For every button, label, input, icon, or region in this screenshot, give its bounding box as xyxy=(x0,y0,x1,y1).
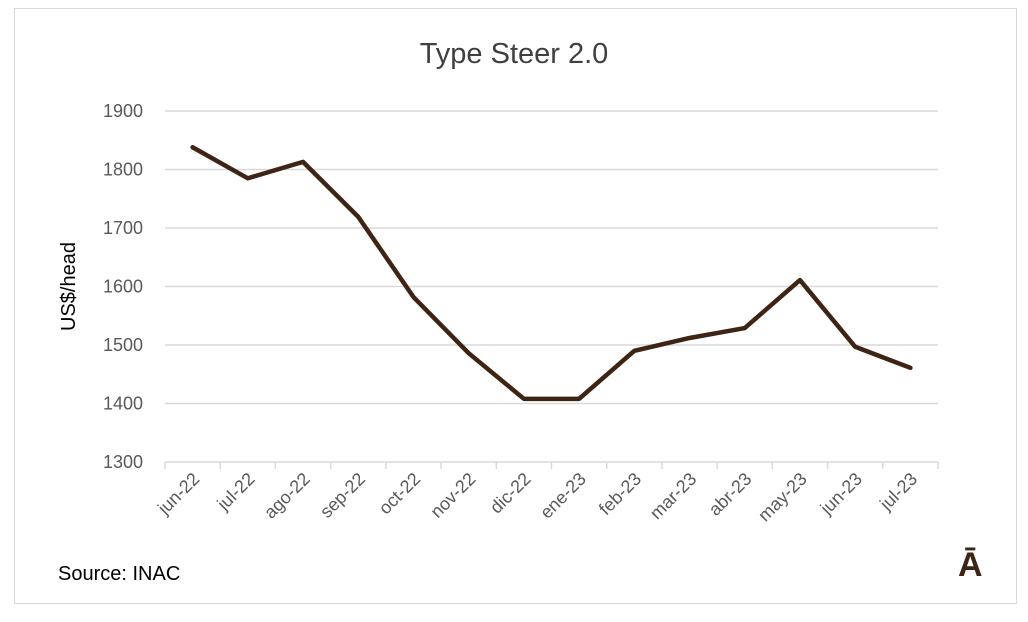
source-note: Source: INAC xyxy=(58,563,181,585)
x-tick-label: jun-22 xyxy=(153,469,203,519)
y-tick-label: 1700 xyxy=(103,218,143,238)
x-tick-label: jul-22 xyxy=(213,469,259,515)
y-tick-label: 1500 xyxy=(103,335,143,355)
x-tick-label: feb-23 xyxy=(595,469,645,519)
y-tick-label: 1400 xyxy=(103,394,143,414)
x-tick-label: oct-22 xyxy=(375,469,425,519)
x-tick-label: jun-23 xyxy=(816,469,866,519)
x-tick-label: may-23 xyxy=(754,469,811,526)
chart-title: Type Steer 2.0 xyxy=(419,38,609,70)
y-axis-label: US$/head xyxy=(58,242,80,331)
x-tick-label: mar-23 xyxy=(646,469,700,523)
y-tick-label: 1800 xyxy=(103,160,143,180)
x-tick-label: dic-22 xyxy=(486,469,535,518)
y-tick-label: 1600 xyxy=(103,277,143,297)
y-tick-label: 1300 xyxy=(103,452,143,472)
y-tick-label: 1900 xyxy=(103,101,143,121)
series-line xyxy=(190,145,913,402)
x-tick-label: abr-23 xyxy=(705,469,756,520)
x-tick-label: sep-22 xyxy=(316,469,369,522)
x-tick-label: jul-23 xyxy=(875,469,921,515)
brand-logo: Ā xyxy=(958,546,983,584)
chart-frame xyxy=(14,8,1017,604)
x-tick-label: ago-22 xyxy=(260,469,314,523)
x-tick-label: nov-22 xyxy=(426,469,479,522)
x-tick-label: ene-23 xyxy=(536,469,590,523)
